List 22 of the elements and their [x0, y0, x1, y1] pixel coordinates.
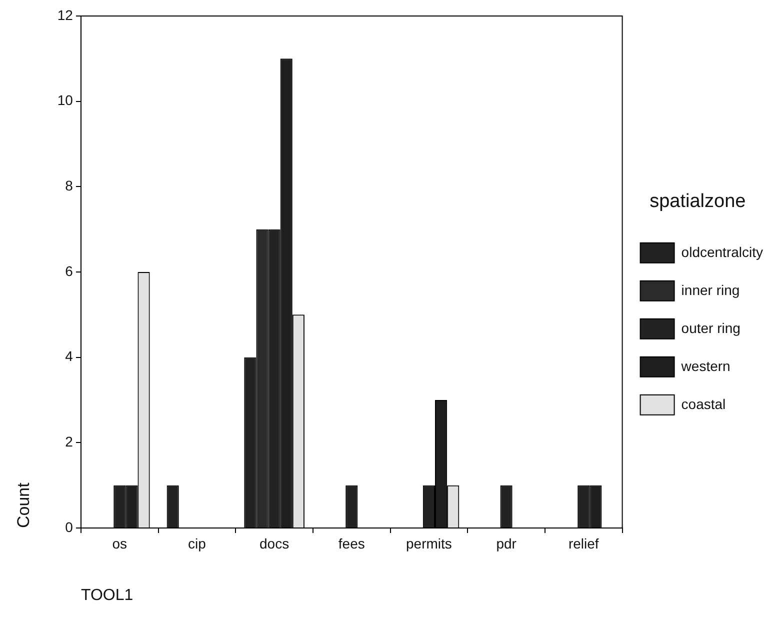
legend-label: western — [680, 358, 730, 374]
y-axis-title: Count — [14, 482, 33, 528]
y-tick-label: 4 — [65, 348, 74, 364]
x-tick-label: os — [112, 535, 128, 552]
legend-label: coastal — [681, 396, 726, 412]
y-tick-label: 8 — [65, 178, 74, 194]
y-tick-label: 12 — [57, 6, 74, 23]
x-axis-title: TOOL1 — [80, 586, 134, 604]
x-tick-label: permits — [406, 535, 452, 552]
x-tick-label: fees — [338, 535, 365, 552]
y-tick-label: 2 — [65, 434, 74, 450]
legend-title: spatialzone — [650, 190, 746, 212]
y-tick-label: 0 — [65, 518, 74, 535]
y-tick-label: 6 — [65, 262, 74, 279]
y-tick-label: 10 — [57, 92, 74, 108]
legend-label: outer ring — [681, 320, 740, 336]
x-tick-label: cip — [188, 535, 206, 552]
x-tick-label: docs — [260, 535, 290, 552]
x-tick-label: relief — [568, 535, 599, 552]
legend-label: oldcentralcity — [681, 244, 763, 260]
legend-label: inner ring — [681, 282, 740, 298]
x-tick-label: pdr — [496, 535, 517, 552]
